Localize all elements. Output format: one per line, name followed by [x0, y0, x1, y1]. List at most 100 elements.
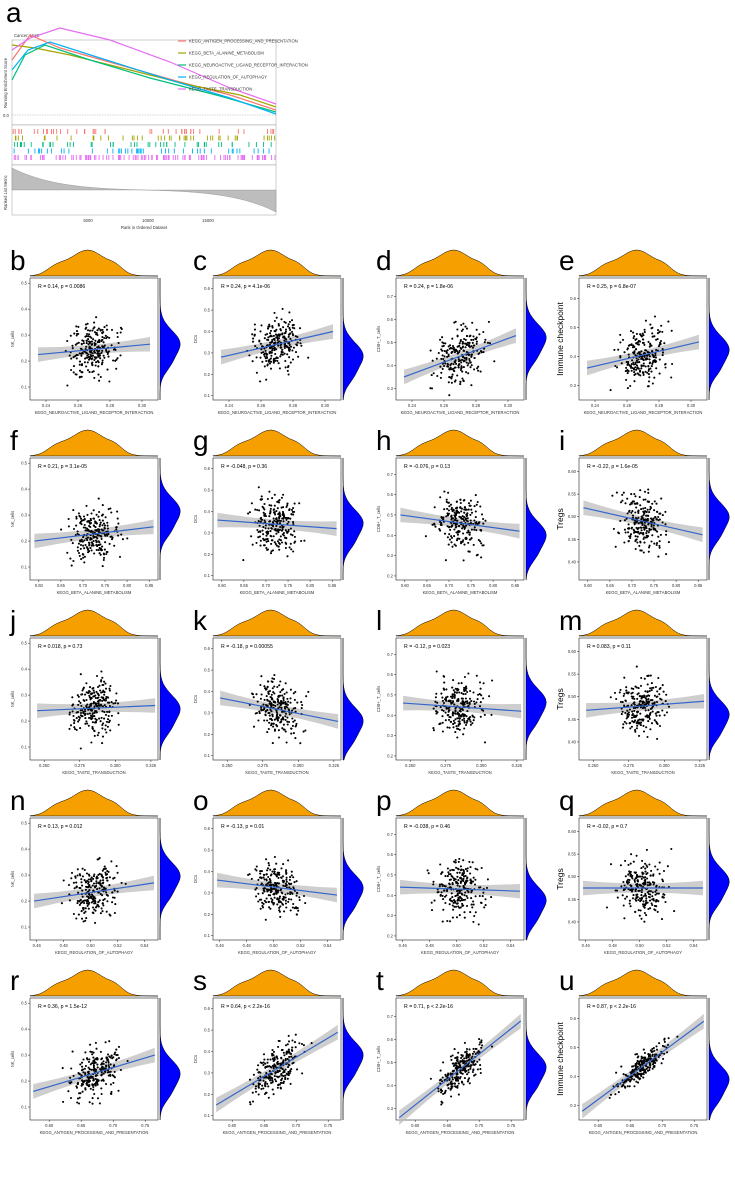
- data-point: [266, 327, 270, 330]
- y-tick-label: 0.3: [204, 530, 210, 535]
- data-point: [658, 714, 661, 717]
- data-point: [101, 545, 104, 548]
- data-point: [639, 724, 642, 727]
- data-point: [462, 693, 465, 696]
- data-point: [100, 1087, 103, 1090]
- x-tick-label: 0.250: [39, 763, 50, 768]
- data-point: [76, 899, 79, 902]
- data-point: [275, 711, 278, 714]
- data-point: [103, 344, 106, 347]
- data-point: [461, 899, 464, 902]
- data-point: [653, 904, 656, 907]
- data-point: [85, 682, 88, 685]
- data-point: [282, 699, 285, 702]
- data-point: [98, 528, 101, 531]
- data-point: [81, 1090, 84, 1093]
- data-point: [652, 874, 655, 877]
- data-point: [89, 537, 92, 540]
- data-point: [442, 701, 446, 705]
- data-point: [260, 870, 263, 873]
- data-point: [94, 710, 97, 713]
- data-point: [281, 353, 284, 356]
- data-point: [641, 341, 644, 344]
- data-point: [633, 697, 636, 700]
- data-point: [473, 519, 476, 522]
- data-point: [257, 719, 260, 722]
- y-tick-label: 0.4: [570, 354, 576, 359]
- data-point: [646, 508, 649, 511]
- data-point: [104, 713, 108, 716]
- data-point: [625, 378, 628, 381]
- data-point: [453, 899, 456, 902]
- data-point: [102, 1067, 105, 1070]
- data-point: [454, 526, 457, 529]
- data-point: [637, 522, 640, 525]
- data-point: [448, 538, 452, 541]
- data-point: [616, 896, 619, 899]
- correlation-stat: R = 0.25, p = 6.8e-07: [587, 284, 636, 290]
- data-point: [442, 357, 445, 361]
- data-point: [259, 516, 263, 519]
- data-point: [633, 335, 636, 338]
- data-point: [456, 875, 459, 878]
- data-point: [632, 706, 635, 710]
- data-point: [448, 882, 451, 885]
- regression-line: [37, 704, 156, 712]
- data-point: [88, 705, 91, 708]
- data-point: [84, 1051, 87, 1054]
- data-point: [642, 362, 645, 365]
- data-point: [642, 700, 645, 703]
- data-point: [430, 909, 434, 912]
- data-point: [449, 368, 452, 371]
- data-point: [467, 372, 470, 375]
- data-point: [266, 332, 269, 336]
- data-point: [82, 526, 85, 529]
- data-point: [102, 879, 105, 882]
- data-point: [106, 527, 109, 530]
- data-point: [436, 711, 439, 714]
- y-tick-label: 0.2: [204, 372, 210, 377]
- data-point: [110, 1054, 113, 1057]
- data-point: [655, 892, 659, 895]
- x-tick-label: 0.60: [401, 583, 410, 588]
- data-point: [112, 877, 115, 880]
- data-point: [467, 672, 470, 675]
- data-point: [92, 1079, 95, 1082]
- data-point: [281, 902, 284, 905]
- data-point: [449, 364, 452, 367]
- x-tick-label: 0.60: [45, 1123, 54, 1128]
- data-point: [466, 710, 469, 713]
- data-point: [298, 502, 301, 505]
- data-point: [658, 544, 661, 547]
- data-point: [70, 871, 74, 874]
- data-point: [103, 704, 106, 707]
- data-point: [263, 353, 266, 356]
- data-point: [470, 511, 474, 514]
- data-point: [612, 527, 615, 530]
- data-point: [77, 1102, 81, 1105]
- data-point: [301, 703, 304, 707]
- data-point: [300, 344, 303, 347]
- data-point: [456, 736, 459, 739]
- data-point: [457, 364, 460, 367]
- data-point: [474, 867, 477, 870]
- data-point: [442, 898, 445, 901]
- data-point: [262, 511, 265, 514]
- data-point: [271, 326, 274, 329]
- data-point: [664, 900, 667, 904]
- data-point: [261, 360, 264, 363]
- data-point: [465, 371, 468, 374]
- data-point: [94, 1041, 97, 1044]
- data-point: [466, 364, 469, 367]
- data-point: [280, 706, 283, 709]
- data-point: [108, 719, 111, 722]
- data-point: [648, 544, 651, 547]
- data-point: [102, 558, 105, 562]
- data-point: [291, 358, 295, 361]
- data-point: [659, 341, 662, 344]
- data-point: [625, 689, 628, 692]
- data-point: [285, 530, 288, 533]
- data-point: [655, 517, 658, 521]
- data-point: [114, 903, 117, 906]
- data-point: [273, 685, 276, 688]
